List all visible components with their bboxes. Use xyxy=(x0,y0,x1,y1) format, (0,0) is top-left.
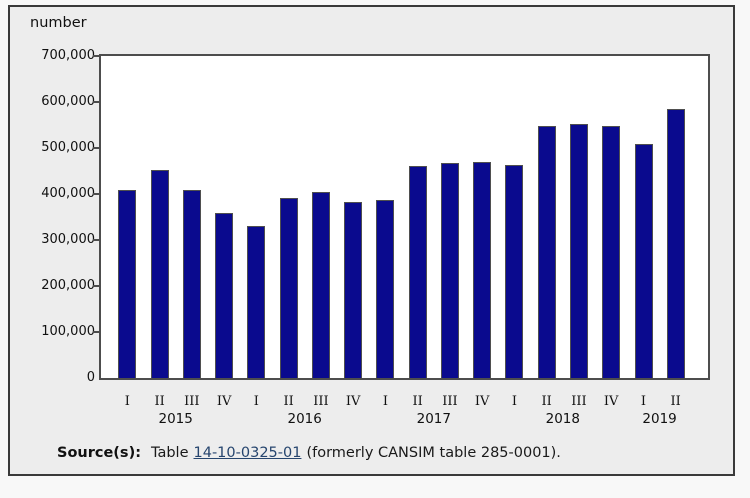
source-note: Source(s): Table 14-10-0325-01 (formerly… xyxy=(57,445,561,461)
axes-layer: I II III IV I II III IV I II III IV I II III IV I II 2015 2… xyxy=(10,7,733,474)
y-tick-mark xyxy=(93,239,99,241)
y-tick-mark xyxy=(93,193,99,195)
x-tick-quarter-label: II xyxy=(541,394,552,409)
x-tick-quarter-label: III xyxy=(184,394,200,409)
x-tick-quarter-label: IV xyxy=(345,394,361,409)
y-tick-label: 300,000 xyxy=(41,232,95,247)
x-tick-quarter-label: III xyxy=(571,394,587,409)
x-tick-quarter-label: I xyxy=(124,394,130,409)
y-tick-mark xyxy=(93,55,99,57)
y-tick-label: 500,000 xyxy=(41,140,95,155)
x-tick-quarter-label: II xyxy=(670,394,681,409)
x-tick-quarter-label: III xyxy=(313,394,329,409)
y-tick-label: 100,000 xyxy=(41,324,95,339)
bar-13 xyxy=(505,164,524,378)
x-axis-year-label: 2015 xyxy=(158,411,193,427)
bar-7 xyxy=(311,191,330,378)
x-tick-quarter-label: IV xyxy=(603,394,619,409)
bar-1 xyxy=(118,190,137,378)
x-axis-year-label: 2017 xyxy=(416,411,451,427)
bar-11 xyxy=(440,162,459,378)
x-axis-year-label: 2019 xyxy=(642,411,677,427)
bar-8 xyxy=(344,202,363,378)
source-text-after-link: (formerly CANSIM table 285-0001). xyxy=(306,445,561,461)
plot-area xyxy=(99,54,710,380)
x-tick-quarter-label: IV xyxy=(474,394,490,409)
chart-figure: number I II III IV I II III IV I II III IV I II III IV I… xyxy=(8,5,735,476)
bar-9 xyxy=(376,199,395,378)
x-tick-quarter-label: I xyxy=(511,394,517,409)
source-label: Source(s): xyxy=(57,445,141,461)
x-tick-quarter-label: I xyxy=(253,394,259,409)
bar-4 xyxy=(215,212,234,378)
y-tick-label: 0 xyxy=(86,370,95,385)
x-tick-quarter-label: II xyxy=(154,394,165,409)
x-axis-year-label: 2018 xyxy=(545,411,580,427)
y-tick-label: 200,000 xyxy=(41,278,95,293)
y-tick-mark xyxy=(93,147,99,149)
x-tick-quarter-label: I xyxy=(382,394,388,409)
x-tick-quarter-label: I xyxy=(640,394,647,409)
bar-16 xyxy=(602,125,621,378)
bar-14 xyxy=(537,125,556,378)
bar-12 xyxy=(473,161,492,378)
y-tick-mark xyxy=(93,331,99,333)
bar-10 xyxy=(408,166,427,378)
bar-2 xyxy=(150,169,169,378)
bar-18 xyxy=(666,109,685,378)
x-tick-quarter-label: III xyxy=(442,394,458,409)
x-tick-quarter-label: II xyxy=(283,394,294,409)
y-tick-mark xyxy=(93,101,99,103)
bar-5 xyxy=(247,226,266,378)
y-tick-mark xyxy=(93,285,99,287)
y-axis-unit-label: number xyxy=(30,15,87,31)
x-tick-quarter-label: II xyxy=(412,394,423,409)
y-tick-label: 700,000 xyxy=(41,48,95,63)
bar-17 xyxy=(634,144,653,378)
source-text-before-link: Table xyxy=(151,445,189,461)
table-link[interactable]: 14-10-0325-01 xyxy=(193,445,302,461)
bar-3 xyxy=(182,189,201,378)
y-tick-label: 600,000 xyxy=(41,94,95,109)
y-tick-label: 400,000 xyxy=(41,186,95,201)
bar-15 xyxy=(569,123,588,378)
x-axis-year-label: 2016 xyxy=(287,411,322,427)
x-tick-quarter-label: IV xyxy=(216,394,232,409)
bar-6 xyxy=(279,197,298,378)
